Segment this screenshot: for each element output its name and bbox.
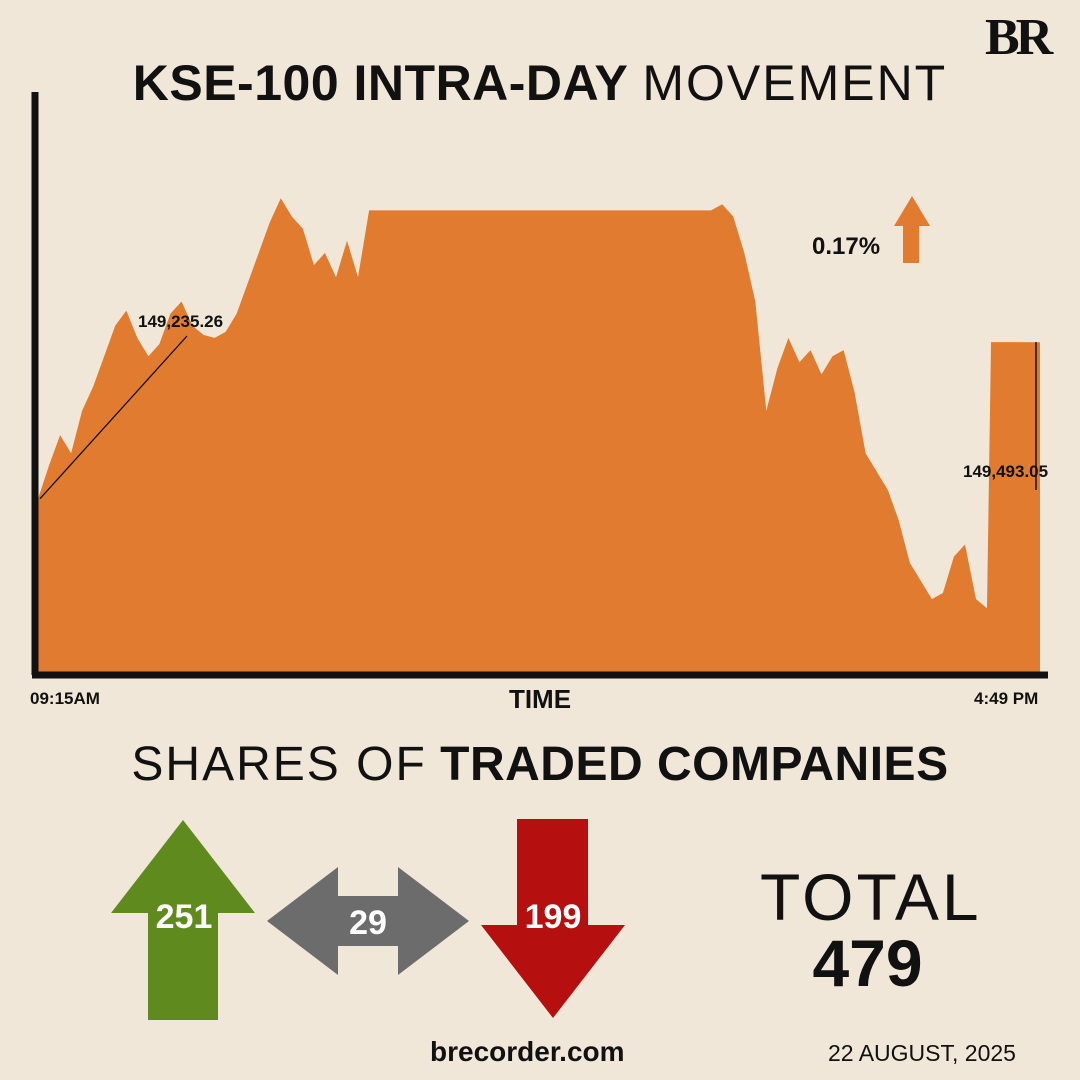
index-area: [38, 198, 1040, 673]
section-title-light: SHARES OF: [131, 738, 427, 791]
advanced-count: 251: [155, 898, 213, 936]
start-value-leader-line: [39, 335, 188, 500]
end-value-label: 149,493.05: [963, 462, 1049, 481]
total-label: TOTAL: [760, 860, 982, 934]
unchanged-count: 29: [349, 904, 387, 942]
x-tick-start: 09:15AM: [30, 689, 100, 708]
x-tick-end: 4:49 PM: [974, 689, 1039, 708]
br-logo: BR: [985, 9, 1053, 66]
section-title: SHARES OF TRADED COMPANIES: [0, 735, 1080, 795]
chart-title-bold: KSE-100 INTRA-DAY: [132, 55, 629, 111]
chart-title-light: MOVEMENT: [642, 55, 948, 111]
site-url: brecorder.com: [430, 1036, 625, 1067]
section-title-bold: TRADED COMPANIES: [440, 738, 949, 791]
start-value-label: 149,235.26: [138, 312, 224, 331]
x-axis-label: TIME: [508, 684, 572, 714]
change-percent: 0.17%: [812, 233, 881, 260]
change-up-arrow-icon: [894, 196, 930, 263]
declined-count: 199: [524, 898, 582, 936]
report-date: 22 AUGUST, 2025: [828, 1040, 1016, 1066]
chart-title: KSE-100 INTRA-DAY MOVEMENT: [0, 52, 1080, 114]
intraday-area-chart: [31, 92, 1048, 679]
total-value: 479: [812, 926, 923, 1000]
